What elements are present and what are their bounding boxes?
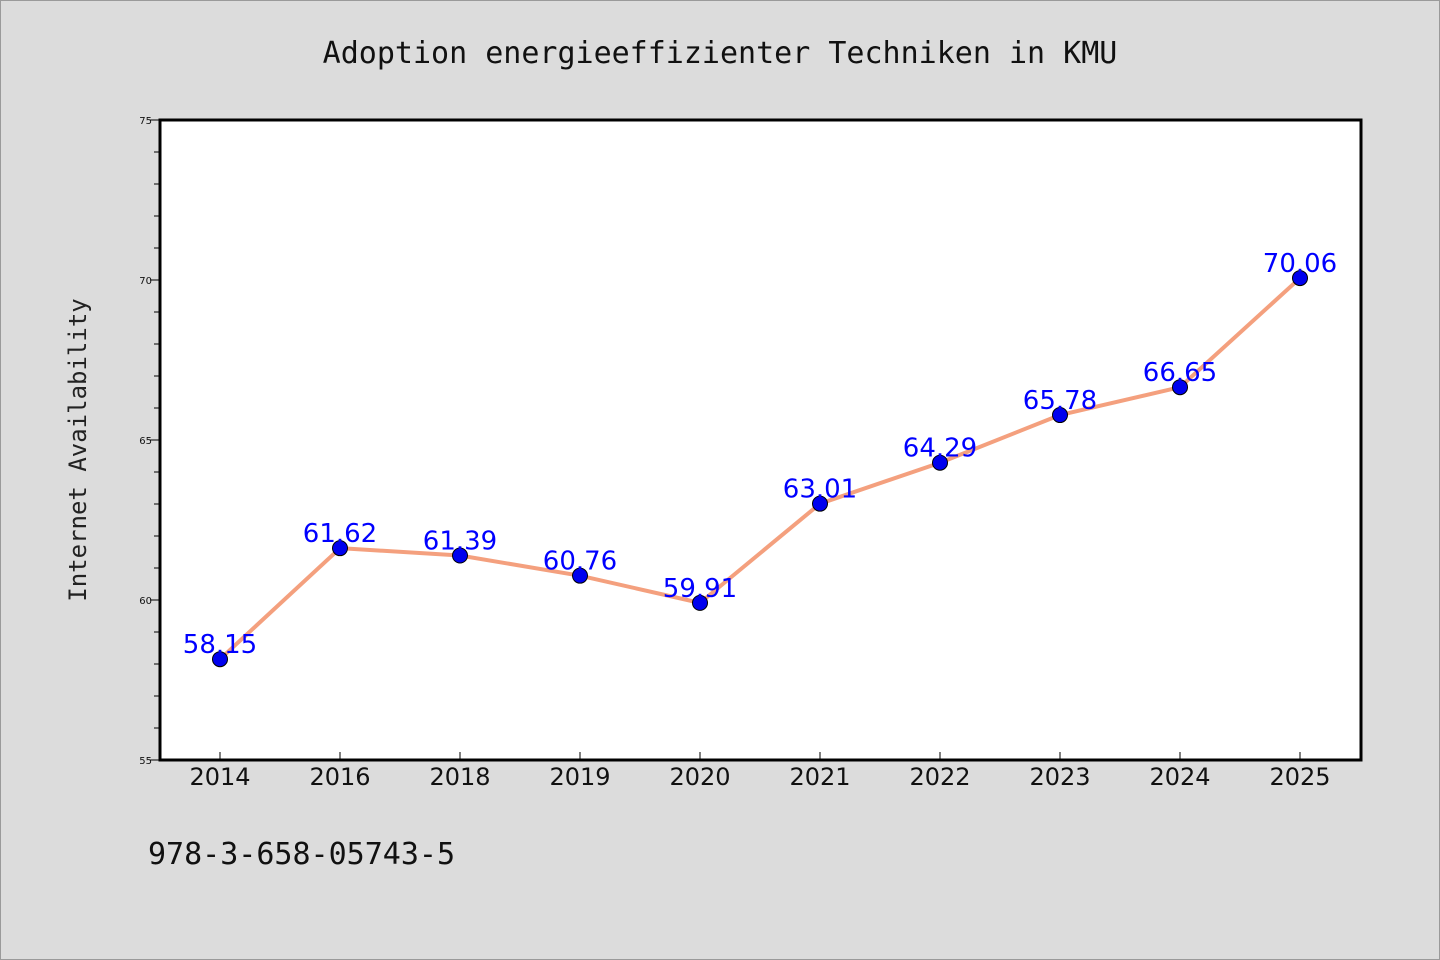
data-label: 66.65	[1143, 358, 1217, 388]
data-point	[572, 567, 588, 584]
y-tick-label: 60	[139, 596, 152, 607]
x-tick-label: 2019	[549, 763, 610, 791]
data-label: 61.39	[423, 527, 497, 557]
series-line-group	[218, 276, 1302, 662]
x-tick-label: 2016	[309, 763, 370, 791]
data-label: 65.78	[1023, 386, 1097, 416]
plot-area	[158, 118, 1363, 762]
y-tick-label: 65	[139, 436, 152, 447]
data-label: 61.62	[303, 519, 377, 549]
y-tick-label: 55	[139, 756, 152, 767]
data-point	[1172, 379, 1188, 396]
x-tick-label: 2025	[1269, 763, 1330, 791]
data-point	[932, 454, 948, 471]
footer-code: 978-3-658-05743-5	[148, 837, 455, 872]
y-tick-label: 70	[139, 276, 152, 287]
y-axis-label: Internet Availability	[64, 298, 92, 601]
data-label: 64.29	[903, 434, 977, 464]
data-label: 59.91	[663, 574, 737, 604]
data-label: 70.06	[1263, 249, 1337, 279]
data-point	[332, 540, 348, 557]
data-point	[812, 495, 828, 512]
data-label: 60.76	[543, 547, 617, 577]
data-point	[212, 651, 228, 668]
x-tick-label: 2018	[429, 763, 490, 791]
data-label: 63.01	[783, 475, 857, 505]
data-labels-group: 58.15 61.62 61.39 60.76 59.91 63.01 64.29 65.78…	[183, 249, 1337, 660]
series-line	[218, 276, 1302, 662]
data-label: 58.15	[183, 630, 257, 660]
x-tick-label: 2014	[189, 763, 250, 791]
data-point	[452, 547, 468, 564]
x-tick-label: 2023	[1029, 763, 1090, 791]
data-point	[1052, 407, 1068, 424]
markers-group	[212, 270, 1308, 668]
y-axis: 55 60 65 70 75	[139, 116, 160, 767]
y-tick-label: 75	[139, 116, 152, 127]
x-tick-label: 2021	[789, 763, 850, 791]
data-point	[1292, 270, 1308, 287]
x-axis: 2014 2016 2018 2019 2020 2021 2022 2023 2024 2025	[189, 752, 1331, 791]
x-tick-label: 2024	[1149, 763, 1210, 791]
x-tick-label: 2022	[909, 763, 970, 791]
chart-title: Adoption energieeffizienter Techniken in…	[323, 36, 1118, 71]
x-tick-label: 2020	[669, 763, 730, 791]
data-point	[692, 594, 708, 611]
